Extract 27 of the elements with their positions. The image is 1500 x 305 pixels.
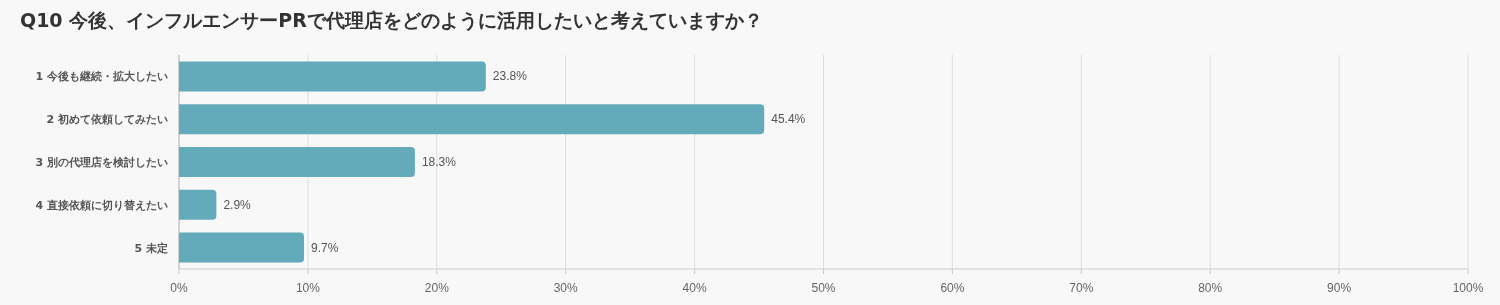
chart-title: Q10 今後、インフルエンサーPRで代理店をどのように活用したいと考えていますか？ [20,9,763,32]
x-tick-label: 60% [940,281,965,295]
data-label: 23.8% [492,69,528,84]
x-tick-label: 70% [1069,281,1094,295]
bar [179,147,415,177]
data-label: 18.3% [421,155,457,169]
bar [179,61,486,92]
x-tick-label: 10% [295,281,321,295]
bar [179,104,765,135]
y-tick-label: 4 直接依頼に切り替えたい [35,198,168,212]
data-label: 2.9% [223,197,252,212]
bar [179,189,217,220]
y-tick-label: 1 今後も継続・拡大したい [35,70,168,84]
x-tick-label: 40% [682,281,707,295]
x-tick-label: 100% [1452,281,1484,295]
data-label: 9.7% [311,240,339,255]
data-label: 45.4% [771,112,806,127]
bar [179,232,305,263]
x-tick-label: 90% [1327,281,1352,295]
x-tick-label: 50% [811,281,836,295]
y-tick-label: 2 初めて依頼してみたい [46,113,168,127]
x-tick-label: 80% [1198,281,1223,295]
y-tick-label: 3 別の代理店を検討したい [35,156,168,169]
y-tick-label: 5 未定 [134,241,168,255]
x-tick-label: 0% [170,281,188,295]
x-tick-label: 20% [424,281,450,295]
x-tick-label: 30% [553,281,579,295]
